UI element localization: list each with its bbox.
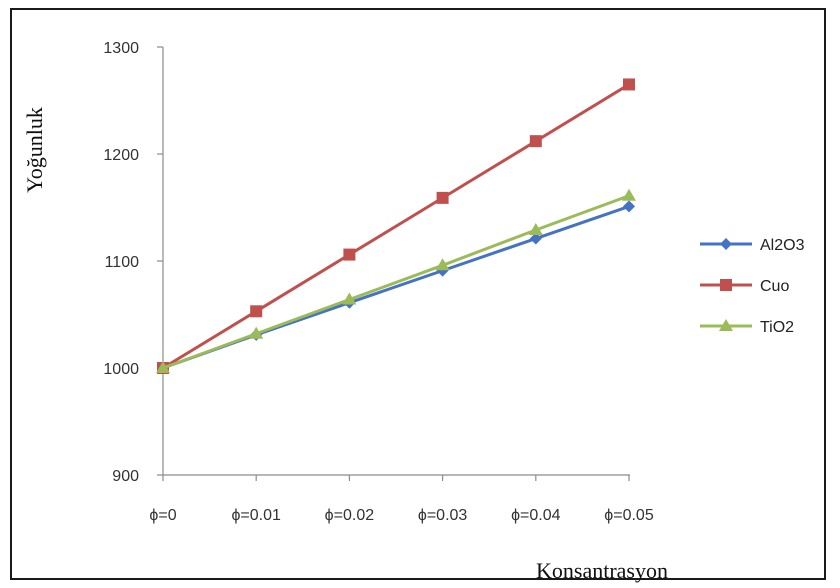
- data-point-tio2: [622, 188, 636, 201]
- data-point-cuo: [623, 78, 635, 91]
- legend-marker-tio2: [719, 319, 733, 331]
- data-point-tio2: [342, 292, 357, 305]
- legend-item-tio2: TiO2: [700, 319, 794, 336]
- legend-marker-al2o3: [720, 238, 732, 250]
- x-tick-label: ϕ=0.04: [511, 507, 561, 524]
- series-layer: [156, 78, 636, 374]
- data-point-tio2: [249, 326, 264, 339]
- axes: 900 1000 1100 1200 1300 ϕ=0 ϕ=0.01 ϕ=0.02 ϕ=0.03…: [103, 40, 653, 524]
- x-tick-label: ϕ=0.05: [604, 507, 654, 524]
- series-line-tio2: [162, 194, 630, 370]
- x-tick-label: ϕ=0: [149, 507, 176, 524]
- y-tick-label: 1100: [105, 254, 140, 271]
- series-line-cuo: [162, 83, 630, 370]
- data-point-cuo: [529, 135, 542, 148]
- x-tick-label: ϕ=0.03: [418, 507, 468, 524]
- y-axis-title: Yoğunluk: [22, 107, 47, 193]
- legend-marker-cuo: [720, 279, 732, 291]
- legend-label-tio2: TiO2: [760, 319, 794, 336]
- data-point-cuo: [250, 305, 263, 318]
- y-tick-label: 1000: [103, 361, 139, 378]
- y-tick-label: 1200: [103, 147, 139, 164]
- data-point-tio2: [528, 222, 543, 235]
- data-point-al2o3: [529, 232, 542, 245]
- x-tick-label: ϕ=0.02: [325, 507, 375, 524]
- data-point-cuo: [343, 248, 356, 261]
- y-tick-label: 1300: [103, 40, 139, 57]
- legend-item-al2o3: Al2O3: [700, 237, 805, 254]
- x-tick-label: ϕ=0.01: [231, 507, 281, 524]
- data-point-al2o3: [623, 200, 635, 213]
- data-point-tio2: [435, 258, 450, 271]
- y-tick-label: 900: [112, 468, 139, 485]
- x-axis-title: Konsantrasyon: [536, 558, 668, 583]
- series-cuo: [157, 78, 635, 374]
- legend: Al2O3 Cuo TiO2: [700, 237, 805, 336]
- data-point-tio2: [156, 361, 170, 373]
- chart-frame: [10, 8, 826, 580]
- data-point-cuo: [436, 191, 449, 204]
- series-tio2: [156, 188, 636, 373]
- legend-label-al2o3: Al2O3: [760, 237, 805, 254]
- legend-item-cuo: Cuo: [700, 278, 789, 295]
- legend-label-cuo: Cuo: [760, 278, 789, 295]
